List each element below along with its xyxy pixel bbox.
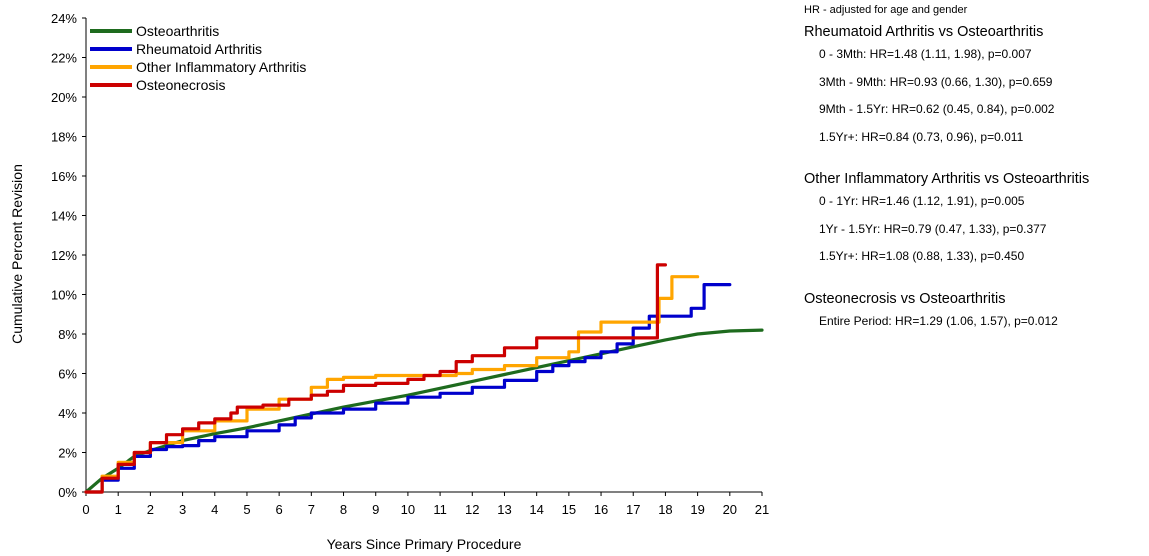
x-tick-label: 6: [276, 502, 283, 517]
hr-row: 0 - 3Mth: HR=1.48 (1.11, 1.98), p=0.007: [819, 47, 1032, 61]
legend-label: Other Inflammatory Arthritis: [136, 59, 306, 75]
x-tick-label: 3: [179, 502, 186, 517]
x-tick-label: 4: [211, 502, 218, 517]
x-tick-label: 13: [497, 502, 511, 517]
legend-label: Osteoarthritis: [136, 23, 219, 39]
hr-group-osteonecrosis: Osteonecrosis vs Osteoarthritis Entire P…: [804, 291, 1149, 342]
x-tick-label: 12: [465, 502, 479, 517]
hr-row: 1.5Yr+: HR=1.08 (0.88, 1.33), p=0.450: [819, 249, 1025, 263]
x-tick-label: 5: [243, 502, 250, 517]
y-tick-label: 20%: [51, 90, 77, 105]
y-tick-label: 18%: [51, 130, 77, 145]
x-tick-label: 8: [340, 502, 347, 517]
y-tick-label: 4%: [58, 406, 77, 421]
cumulative-revision-chart: 0%2%4%6%8%10%12%14%16%18%20%22%24%0 1 2 3 4 5…: [9, 11, 769, 552]
x-axis-title: Years Since Primary Procedure: [327, 536, 522, 552]
chart-series-lines: [84, 263, 764, 494]
hr-row: 3Mth - 9Mth: HR=0.93 (0.66, 1.30), p=0.6…: [819, 74, 1053, 89]
hr-row: 1Yr - 1.5Yr: HR=0.79 (0.47, 1.33), p=0.3…: [819, 221, 1047, 236]
y-tick-label: 8%: [58, 327, 77, 342]
x-tick-label: 14: [529, 502, 543, 517]
y-tick-label: 6%: [58, 367, 77, 382]
chart-legend: Osteoarthritis Rheumatoid Arthritis Other …: [90, 23, 306, 93]
hr-group-heading: Rheumatoid Arthritis vs Osteoarthritis: [804, 24, 1044, 40]
hr-group-rheumatoid: Rheumatoid Arthritis vs Osteoarthritis 0…: [804, 24, 1149, 157]
hr-group-heading: Osteonecrosis vs Osteoarthritis: [804, 290, 1006, 307]
hr-group-other-inflammatory: Other Inflammatory Arthritis vs Osteoart…: [804, 171, 1149, 277]
series-line-0: [84, 328, 764, 494]
x-tick-label: 20: [723, 502, 737, 517]
hr-row: 0 - 1Yr: HR=1.46 (1.12, 1.91), p=0.005: [819, 194, 1025, 208]
y-tick-label: 12%: [51, 248, 77, 263]
x-tick-label: 1: [115, 502, 122, 517]
x-tick-label: 9: [372, 502, 379, 517]
y-tick-label: 22%: [51, 51, 77, 66]
y-tick-label: 24%: [51, 11, 77, 26]
hr-row: 9Mth - 1.5Yr: HR=0.62 (0.45, 0.84), p=0.…: [819, 102, 1055, 116]
x-tick-label: 15: [562, 502, 576, 517]
y-tick-label: 14%: [51, 209, 77, 224]
x-tick-label: 18: [658, 502, 672, 517]
x-tick-label: 7: [308, 502, 315, 517]
hr-row: 1.5Yr+: HR=0.84 (0.73, 0.96), p=0.011: [819, 129, 1024, 144]
x-tick-label: 0: [82, 502, 89, 517]
y-tick-label: 0%: [58, 485, 77, 500]
x-tick-label: 2: [147, 502, 154, 517]
x-tick-label: 11: [433, 502, 447, 517]
hr-adjustment-note: HR - adjusted for age and gender: [804, 4, 968, 16]
x-tick-label: 10: [401, 502, 415, 517]
legend-label: Rheumatoid Arthritis: [136, 41, 262, 57]
x-tick-label: 16: [594, 502, 608, 517]
y-axis-title: Cumulative Percent Revision: [9, 164, 25, 344]
hr-row: Entire Period: HR=1.29 (1.06, 1.57), p=0…: [819, 313, 1058, 328]
y-tick-label: 2%: [58, 446, 77, 461]
x-tick-label: 21: [755, 502, 769, 517]
hazard-ratio-panel: HR - adjusted for age and gender Rheumat…: [804, 4, 1149, 355]
legend-label: Osteonecrosis: [136, 77, 225, 93]
hr-group-heading: Other Inflammatory Arthritis vs Osteoart…: [804, 171, 1090, 187]
chart-axes: 0%2%4%6%8%10%12%14%16%18%20%22%24%0 1 2 3 4 5…: [51, 11, 769, 517]
x-tick-label: 17: [626, 502, 640, 517]
y-tick-label: 10%: [51, 288, 77, 303]
series-line-1: [84, 283, 732, 494]
x-tick-label: 19: [690, 502, 704, 517]
y-tick-label: 16%: [51, 169, 77, 184]
series-line-3: [84, 263, 667, 494]
